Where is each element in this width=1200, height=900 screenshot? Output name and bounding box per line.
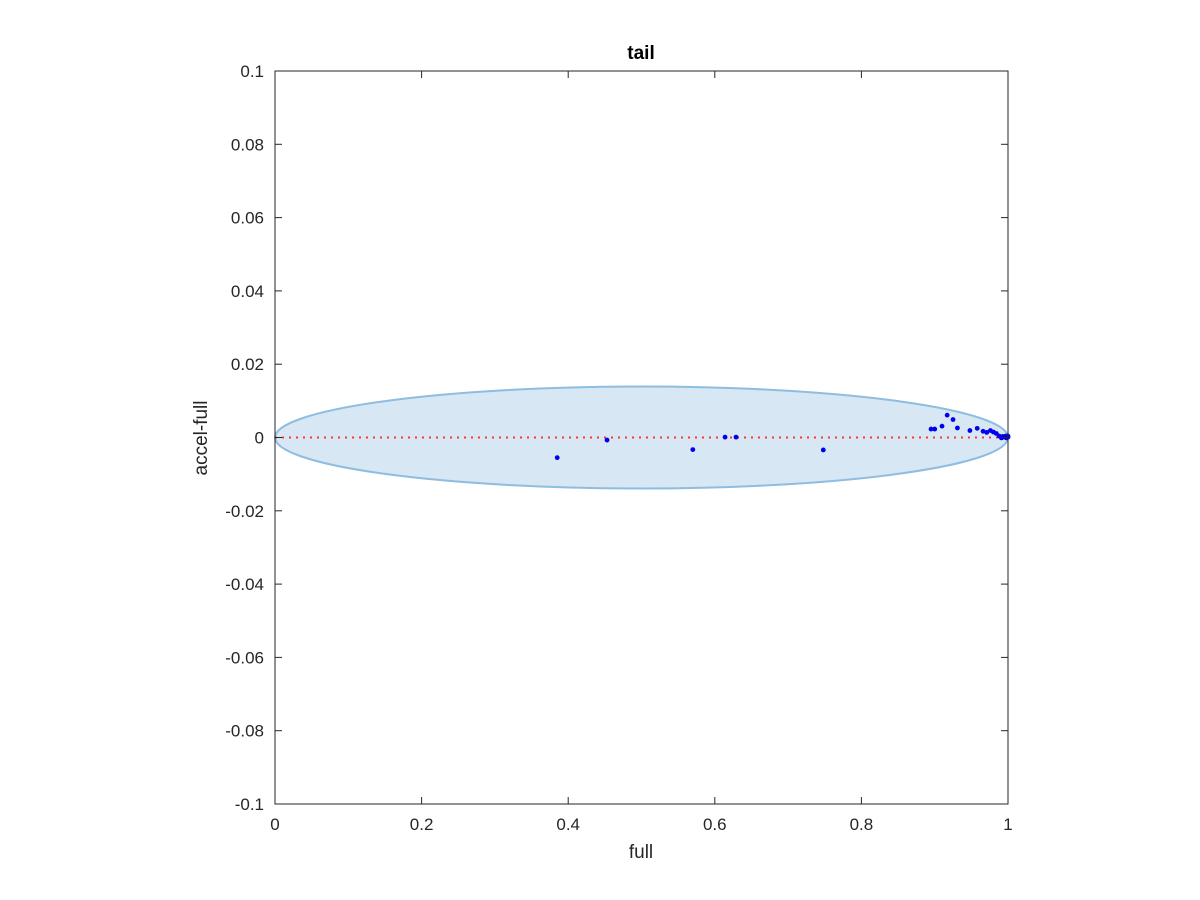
x-tick-label: 0 [270,815,279,834]
data-point [984,429,990,435]
data-point [974,425,980,431]
y-tick-label: -0.06 [225,648,264,667]
x-axis-label: full [629,842,653,863]
x-tick-label: 0.8 [850,815,874,834]
x-tick-label: 0.6 [703,815,727,834]
data-point [980,428,986,434]
data-point [733,434,739,440]
x-tick-label: 1 [1003,815,1012,834]
y-axis: -0.1 -0.08 -0.06 -0.04 -0.02 0 0.02 0.04 0.06 0.0… [225,62,1008,814]
y-axis-label: accel-full [191,401,212,476]
y-tick-label: -0.02 [225,502,264,521]
y-tick-label: 0 [255,429,264,448]
y-tick-label: -0.04 [225,575,264,594]
x-tick-label: 0.2 [410,815,434,834]
y-tick-label: 0.02 [231,355,264,374]
data-point [939,423,945,429]
data-point [967,428,973,433]
y-tick-label: -0.1 [235,795,264,814]
x-axis: 0 0.2 0.4 0.6 0.8 1 [270,71,1013,834]
y-tick-label: 0.1 [240,62,264,81]
chart-title: tail [627,43,654,64]
data-point [604,437,610,443]
data-point [554,455,560,461]
data-point [932,426,938,432]
data-point [722,434,728,440]
data-point [820,447,826,453]
data-point [944,412,950,418]
y-tick-label: 0.06 [231,209,264,228]
data-point [690,447,696,452]
y-tick-label: 0.08 [231,135,264,154]
data-point [928,426,934,432]
x-tick-label: 0.4 [556,815,580,834]
y-tick-label: -0.08 [225,722,264,741]
data-point [955,425,960,431]
y-tick-label: 0.04 [231,282,264,301]
data-point [950,417,956,422]
